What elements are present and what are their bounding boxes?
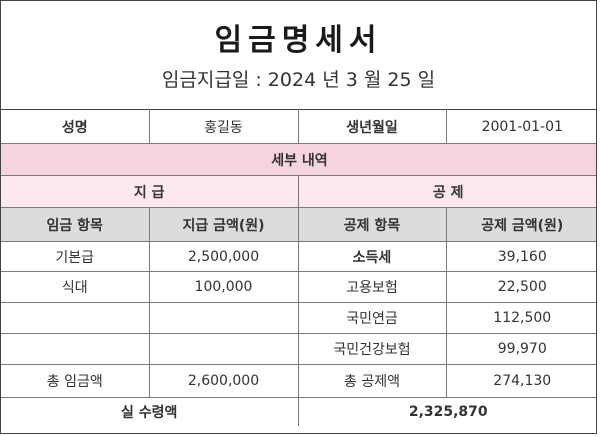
pay-item: 기본급 — [1, 241, 150, 272]
column-header-row: 임금 항목 지급 금액(원) 공제 항목 공제 금액(원) — [1, 207, 596, 242]
table-row: 국민연금 112,500 — [1, 302, 596, 334]
pay-amount — [148, 333, 299, 365]
pay-table: 성명 홍길동 생년월일 2001-01-01 세부 내역 지 급 공 제 임금 … — [1, 109, 596, 426]
pay-item-header: 임금 항목 — [1, 207, 150, 242]
totals-row: 총 임금액 2,600,000 총 공제액 274,130 — [1, 364, 596, 398]
total-pay-label: 총 임금액 — [1, 364, 150, 398]
section-header-row: 지 급 공 제 — [1, 175, 596, 208]
deduction-amount: 39,160 — [445, 241, 596, 272]
details-header: 세부 내역 — [1, 143, 596, 176]
total-pay-value: 2,600,000 — [148, 364, 299, 398]
net-pay-value: 2,325,870 — [297, 397, 596, 426]
page-title: 임금명세서 — [214, 23, 383, 58]
deduction-item: 국민연금 — [297, 302, 447, 334]
total-deduction-value: 274,130 — [445, 364, 596, 398]
table-row: 식대 100,000 고용보험 22,500 — [1, 271, 596, 303]
payment-header: 지 급 — [1, 175, 299, 208]
name-label: 성명 — [1, 109, 150, 144]
deduction-amount: 112,500 — [445, 302, 596, 334]
deduction-item-link[interactable]: 소득세 — [297, 241, 447, 272]
employee-row: 성명 홍길동 생년월일 2001-01-01 — [1, 109, 596, 144]
table-row: 국민건강보험 99,970 — [1, 333, 596, 365]
deduction-amount: 22,500 — [445, 271, 596, 303]
deduction-item: 고용보험 — [297, 271, 447, 303]
name-value: 홍길동 — [148, 109, 299, 144]
deduction-header: 공 제 — [297, 175, 596, 208]
pay-amount: 2,500,000 — [148, 241, 299, 272]
net-pay-label: 실 수령액 — [1, 397, 299, 426]
deduction-item: 국민건강보험 — [297, 333, 447, 365]
deduction-amount: 99,970 — [445, 333, 596, 365]
pay-amount: 100,000 — [148, 271, 299, 303]
deduction-amount-header: 공제 금액(원) — [445, 207, 596, 242]
details-header-row: 세부 내역 — [1, 143, 596, 176]
pay-date: 임금지급일 : 2024 년 3 월 25 일 — [161, 69, 436, 91]
birth-label: 생년월일 — [297, 109, 447, 144]
net-pay-row: 실 수령액 2,325,870 — [1, 397, 596, 426]
pay-item — [1, 302, 150, 334]
pay-item — [1, 333, 150, 365]
pay-item: 식대 — [1, 271, 150, 303]
pay-amount-header: 지급 금액(원) — [148, 207, 299, 242]
birth-value: 2001-01-01 — [445, 109, 596, 144]
table-row: 기본급 2,500,000 소득세 39,160 — [1, 241, 596, 272]
deduction-item-header: 공제 항목 — [297, 207, 447, 242]
pay-amount — [148, 302, 299, 334]
total-deduction-label: 총 공제액 — [297, 364, 447, 398]
